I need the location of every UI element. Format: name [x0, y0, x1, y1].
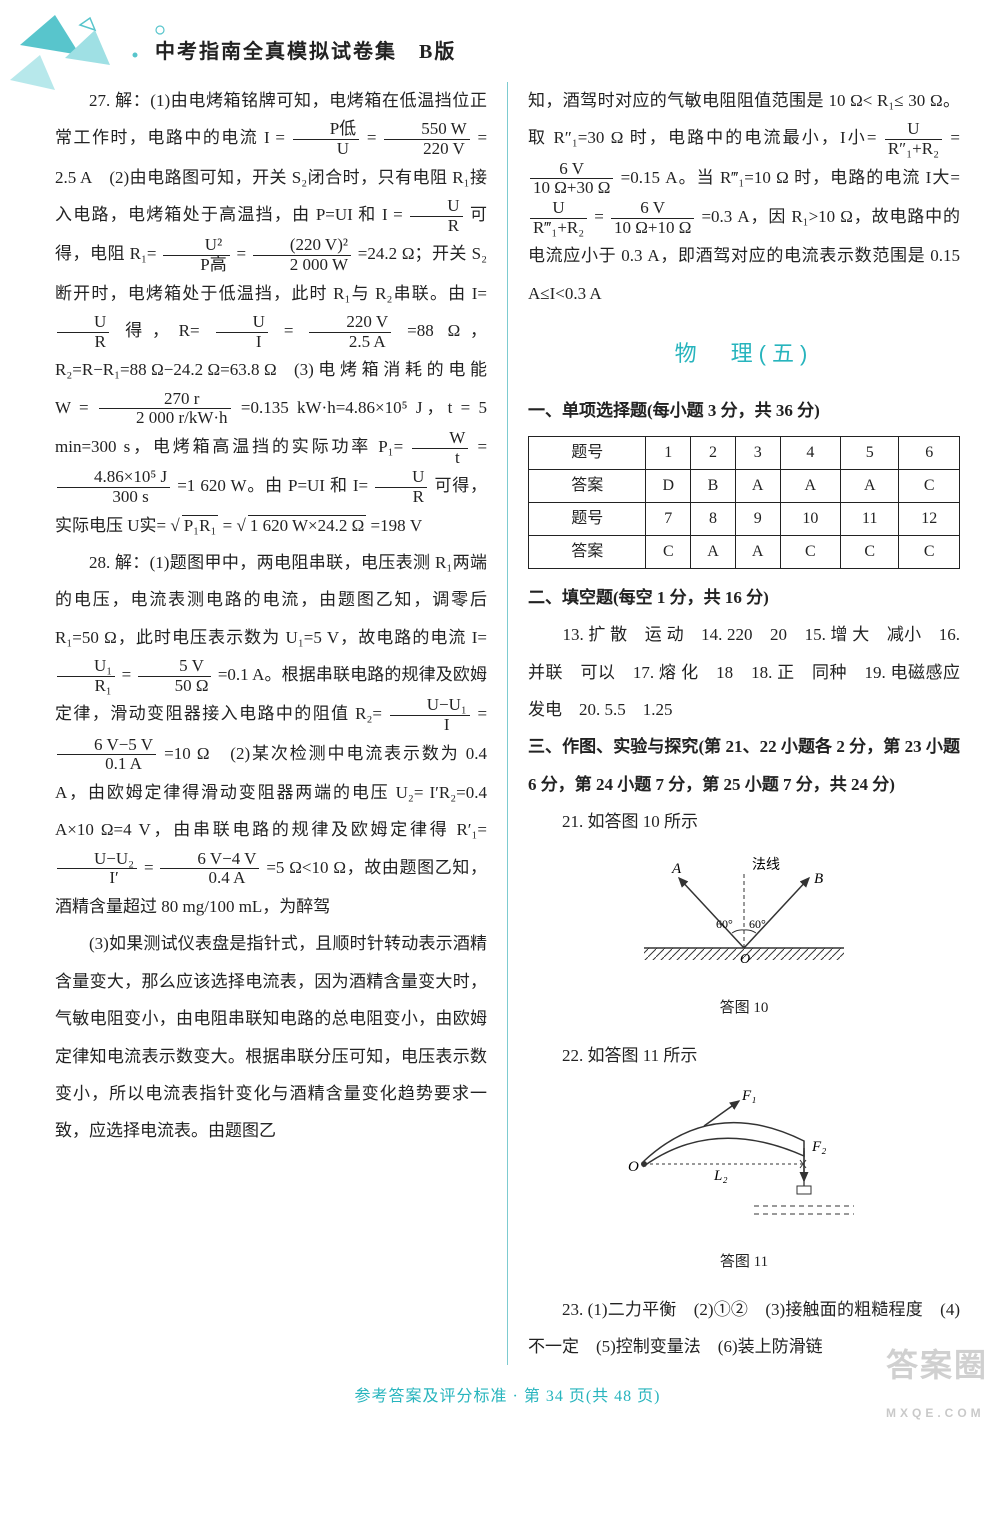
- q21-text: 21. 如答图 10 所示: [528, 803, 960, 840]
- q28-part3: (3)如果测试仪表盘是指针式，且顺时针转动表示酒精含量变大，那么应该选择电流表，…: [55, 925, 487, 1149]
- q22-text: 22. 如答图 11 所示: [528, 1037, 960, 1074]
- svg-text:L₂: L₂: [713, 1168, 728, 1184]
- section-title-physics5: 物 理(五): [528, 330, 960, 378]
- svg-text:B: B: [814, 871, 823, 887]
- right-top-text: 知，酒驾时对应的气敏电阻阻值范围是 10 Ω< R₁≤ 30 Ω。取 R″₁=3…: [528, 82, 960, 312]
- watermark: 答案圈 MXQE.COM: [886, 1330, 988, 1427]
- column-divider: [507, 82, 508, 1365]
- section1-heading: 一、单项选择题(每小题 3 分，共 36 分): [528, 392, 960, 429]
- figure-11: O F₁ F₂ L₂: [528, 1086, 960, 1239]
- svg-text:O: O: [628, 1159, 639, 1175]
- right-column: 知，酒驾时对应的气敏电阻阻值范围是 10 Ω< R₁≤ 30 Ω。取 R″₁=3…: [528, 82, 960, 1365]
- page-header-title: 中考指南全真模拟试卷集 B版: [155, 30, 960, 74]
- svg-text:法线: 法线: [752, 857, 780, 873]
- header-decoration: [10, 10, 210, 110]
- svg-text:O: O: [740, 952, 750, 967]
- svg-text:F₁: F₁: [741, 1088, 756, 1104]
- svg-text:60°: 60°: [749, 917, 766, 931]
- section2-heading: 二、填空题(每空 1 分，共 16 分): [528, 579, 960, 616]
- answer-table: 题号 12 34 56 答案 DB AA AC 题号 78 910 1112: [528, 436, 960, 569]
- section3-heading: 三、作图、实验与探究(第 21、22 小题各 2 分，第 23 小题 6 分，第…: [528, 728, 960, 803]
- svg-text:A: A: [671, 861, 682, 877]
- page-footer: 参考答案及评分标准 · 第 34 页(共 48 页): [55, 1379, 960, 1414]
- q27-solution: 27. 解：(1)由电烤箱铭牌可知，电烤箱在低温挡位正常工作时，电路中的电流 I…: [55, 82, 487, 544]
- fill-blank-answers: 13. 扩 散 运 动 14. 220 20 15. 增 大 减小 16. 并联…: [528, 616, 960, 728]
- figure-10-caption: 答图 10: [528, 992, 960, 1025]
- left-column: 27. 解：(1)由电烤箱铭牌可知，电烤箱在低温挡位正常工作时，电路中的电流 I…: [55, 82, 487, 1365]
- figure-11-caption: 答图 11: [528, 1246, 960, 1279]
- q28-solution: 28. 解：(1)题图甲中，两电阻串联，电压表测 R₁两端的电压，电流表测电路的…: [55, 544, 487, 925]
- figure-10: A B O 法线 60° 60°: [528, 853, 960, 986]
- svg-text:F₂: F₂: [811, 1139, 826, 1155]
- svg-text:60°: 60°: [716, 917, 733, 931]
